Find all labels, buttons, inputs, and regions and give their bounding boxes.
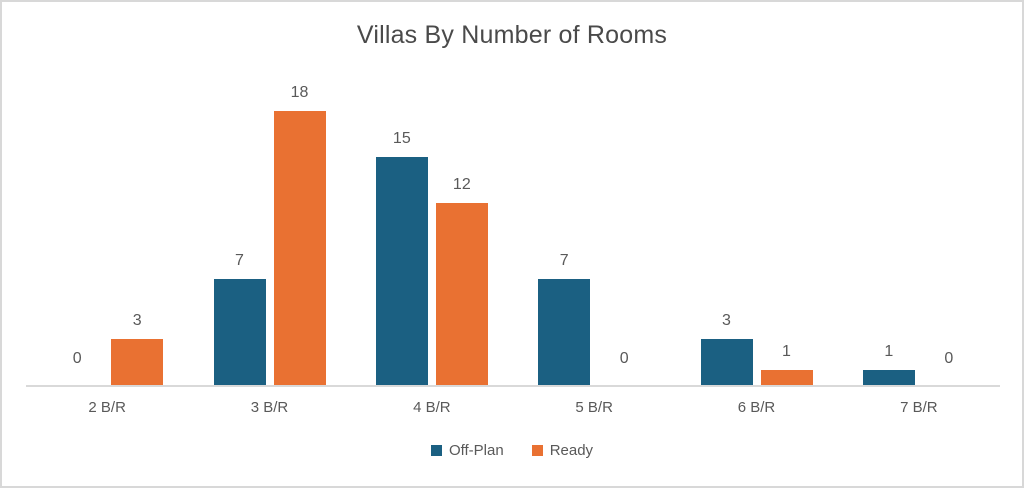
x-tick-label: 2 B/R	[88, 399, 126, 416]
bar-off-plan-7-b/r	[862, 369, 915, 385]
legend: Off-Plan Ready	[0, 443, 1024, 458]
x-tick-label: 6 B/R	[737, 399, 776, 416]
value-label: 3	[132, 312, 142, 330]
legend-label: Ready	[549, 442, 594, 459]
value-label: 1	[884, 342, 894, 360]
bar-ready-4-b/r	[435, 202, 488, 385]
legend-item-off-plan: Off-Plan	[430, 442, 504, 459]
value-label: 7	[559, 251, 569, 269]
x-tick-label: 3 B/R	[250, 399, 289, 416]
legend-label: Off-Plan	[448, 442, 504, 459]
x-tick-label: 7 B/R	[900, 399, 938, 416]
value-label: 0	[944, 350, 954, 367]
value-label: 0	[72, 350, 82, 367]
legend-item-ready: Ready	[531, 442, 594, 459]
bar-ready-3-b/r	[273, 111, 326, 385]
bar-off-plan-5-b/r	[538, 278, 591, 385]
x-tick-label: 5 B/R	[575, 399, 613, 416]
x-tick-label: 4 B/R	[413, 399, 451, 416]
value-label: 0	[619, 350, 629, 367]
chart-title: Villas By Number of Rooms	[356, 21, 668, 49]
value-label: 12	[452, 175, 471, 193]
bar-ready-2-b/r	[111, 339, 164, 385]
legend-swatch-icon	[531, 445, 543, 456]
bar-off-plan-3-b/r	[213, 278, 266, 385]
bar-ready-6-b/r	[760, 369, 813, 385]
value-label: 15	[392, 130, 411, 147]
bar-off-plan-6-b/r	[700, 339, 753, 385]
value-label: 7	[235, 251, 244, 269]
value-label: 18	[290, 84, 309, 102]
x-axis-line	[26, 385, 1000, 387]
value-label: 3	[722, 312, 731, 330]
legend-swatch-icon	[430, 445, 442, 456]
value-label: 1	[782, 342, 791, 360]
bar-off-plan-4-b/r	[375, 157, 428, 385]
